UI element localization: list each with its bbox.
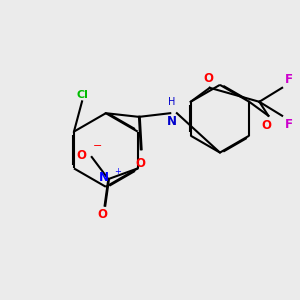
Text: +: + [114,167,121,176]
Text: O: O [136,158,146,170]
Text: O: O [203,72,213,85]
Text: N: N [99,171,109,184]
Text: O: O [262,119,272,132]
Text: N: N [167,115,177,128]
Text: F: F [285,73,293,86]
Text: O: O [76,149,86,162]
Text: F: F [285,118,293,130]
Text: O: O [98,208,108,221]
Text: H: H [168,97,176,106]
Text: −: − [93,141,102,151]
Text: Cl: Cl [76,89,88,100]
